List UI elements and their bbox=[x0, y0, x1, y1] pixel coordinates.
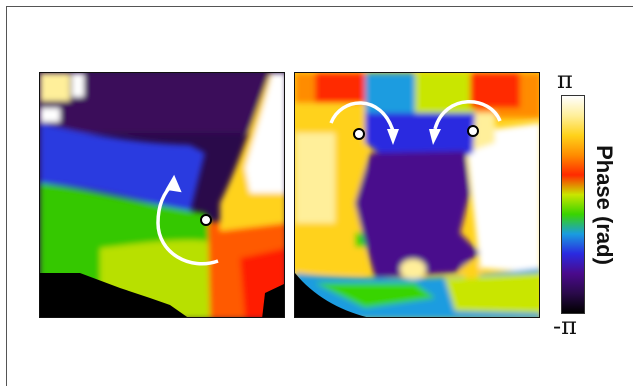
phase-map-right bbox=[294, 72, 540, 318]
colorbar-min-label: -π bbox=[553, 314, 577, 338]
colorbar-title: Phase (rad) bbox=[591, 145, 617, 265]
colorbar-max-label: π bbox=[557, 68, 573, 92]
colorbar bbox=[561, 95, 585, 314]
phase-singularity-point bbox=[468, 126, 478, 136]
phase-singularity-point bbox=[201, 215, 211, 225]
phase-singularity-point bbox=[354, 129, 364, 139]
phase-map-left bbox=[39, 72, 285, 318]
